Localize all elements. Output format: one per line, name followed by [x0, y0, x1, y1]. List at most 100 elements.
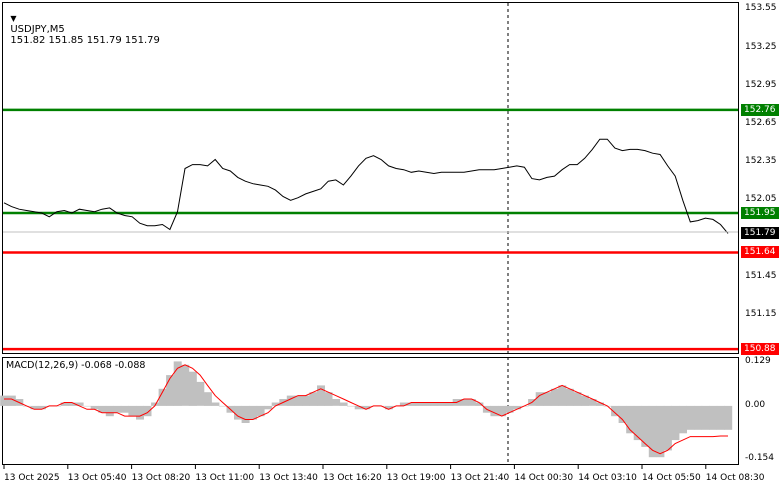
macd-bar [294, 395, 303, 406]
macd-tick-label: 0.129 [745, 355, 771, 366]
macd-bar [7, 395, 16, 406]
macd-bar [596, 402, 604, 406]
macd-bar [324, 392, 333, 406]
price-tick-label: 152.35 [745, 156, 777, 167]
level-price-tag: 152.76 [741, 103, 779, 116]
price-tick-label: 151.45 [745, 270, 777, 281]
level-price-tag: 150.88 [741, 343, 779, 356]
main-chart-frame [2, 2, 739, 354]
price-tick-label: 151.15 [745, 308, 777, 319]
macd-bar [467, 399, 476, 406]
current-price-tag: 151.79 [741, 227, 779, 240]
macd-bar [37, 405, 46, 410]
macd-bar [158, 388, 167, 406]
macd-bar [120, 405, 129, 413]
macd-bar [415, 402, 423, 406]
price-tick-label: 152.05 [745, 194, 777, 205]
time-tick-label: 13 Oct 11:00 [195, 473, 255, 483]
macd-bar [234, 405, 242, 420]
macd-bar [399, 402, 408, 406]
macd-bar [30, 405, 39, 410]
macd-bar [648, 405, 657, 458]
macd-bar [75, 402, 84, 406]
time-tick-label: 13 Oct 16:20 [323, 473, 382, 483]
macd-bar [505, 405, 514, 413]
ohlc-values: 151.82 151.85 151.79 151.79 [10, 35, 160, 46]
macd-bar [709, 405, 718, 430]
macd-bar [407, 402, 416, 406]
price-tick-label: 153.55 [745, 3, 777, 14]
time-tick-label: 13 Oct 21:40 [450, 473, 510, 483]
time-tick-label: 13 Oct 2025 [4, 473, 60, 483]
macd-bar [694, 405, 703, 430]
price-line [3, 138, 729, 234]
macd-bar [558, 385, 567, 406]
macd-bar [626, 405, 635, 434]
macd-bar [716, 405, 725, 430]
macd-bar [203, 392, 212, 406]
macd-bar [618, 405, 627, 423]
time-tick-label: 13 Oct 13:40 [259, 473, 318, 483]
macd-bar [301, 395, 310, 406]
macd-bar [90, 405, 99, 410]
time-tick-label: 13 Oct 19:00 [386, 473, 446, 483]
macd-bar [550, 388, 559, 406]
macd-bar [445, 402, 454, 406]
macd-bar [181, 364, 190, 406]
macd-bar [271, 402, 280, 406]
level-price-tag: 151.64 [741, 246, 779, 259]
macd-label: MACD(12,26,9) -0.068 -0.088 [6, 360, 146, 371]
macd-bar [211, 402, 220, 406]
macd-bar [437, 402, 446, 406]
macd-bar [309, 392, 318, 406]
price-tick-label: 152.65 [745, 117, 777, 128]
time-tick-label: 14 Oct 03:10 [578, 473, 637, 483]
time-tick-label: 14 Oct 00:30 [514, 473, 574, 483]
macd-bar [173, 361, 182, 406]
macd-bar [490, 405, 499, 417]
macd-bar [701, 405, 710, 430]
macd-bar [724, 405, 733, 430]
macd-bar [136, 405, 144, 420]
price-tick-label: 152.95 [745, 79, 777, 90]
macd-bar [656, 405, 665, 458]
macd-bar [105, 405, 114, 417]
price-tick-label: 153.25 [745, 41, 777, 52]
macd-bar [0, 395, 9, 406]
time-tick-label: 14 Oct 08:30 [705, 473, 765, 483]
macd-bar [188, 371, 197, 406]
macd-bar [513, 405, 522, 410]
macd-bar [286, 395, 295, 406]
level-price-tag: 151.95 [741, 207, 779, 219]
macd-bar [588, 399, 597, 406]
macd-bar [686, 405, 695, 430]
macd-bar [580, 395, 589, 406]
macd-bar [362, 405, 371, 410]
macd-bar [98, 405, 107, 413]
triangle-down-icon[interactable]: ▼ [10, 14, 17, 23]
macd-bar [535, 392, 544, 406]
macd-bar [384, 405, 393, 410]
macd-bar [430, 402, 439, 406]
macd-bar [151, 402, 160, 406]
macd-bar [143, 405, 152, 417]
macd-bar [498, 405, 506, 417]
macd-bar [543, 392, 552, 406]
macd-bar [354, 405, 363, 410]
macd-bar [83, 405, 92, 407]
macd-tick-label: -0.154 [745, 452, 775, 463]
macd-tick-label: 0.00 [745, 399, 766, 410]
macd-bar [475, 402, 484, 406]
time-tick-label: 14 Oct 05:50 [642, 473, 701, 483]
macd-bar [573, 392, 582, 406]
macd-bar [565, 388, 574, 406]
macd-panel-frame [2, 357, 739, 465]
macd-bar [641, 405, 650, 447]
levels-group [3, 108, 738, 351]
macd-bar [113, 405, 122, 413]
symbol-label: USDJPY,M5 [10, 24, 65, 35]
macd-bar [339, 402, 348, 406]
macd-bar [422, 402, 431, 406]
macd-signal-line [4, 364, 728, 455]
